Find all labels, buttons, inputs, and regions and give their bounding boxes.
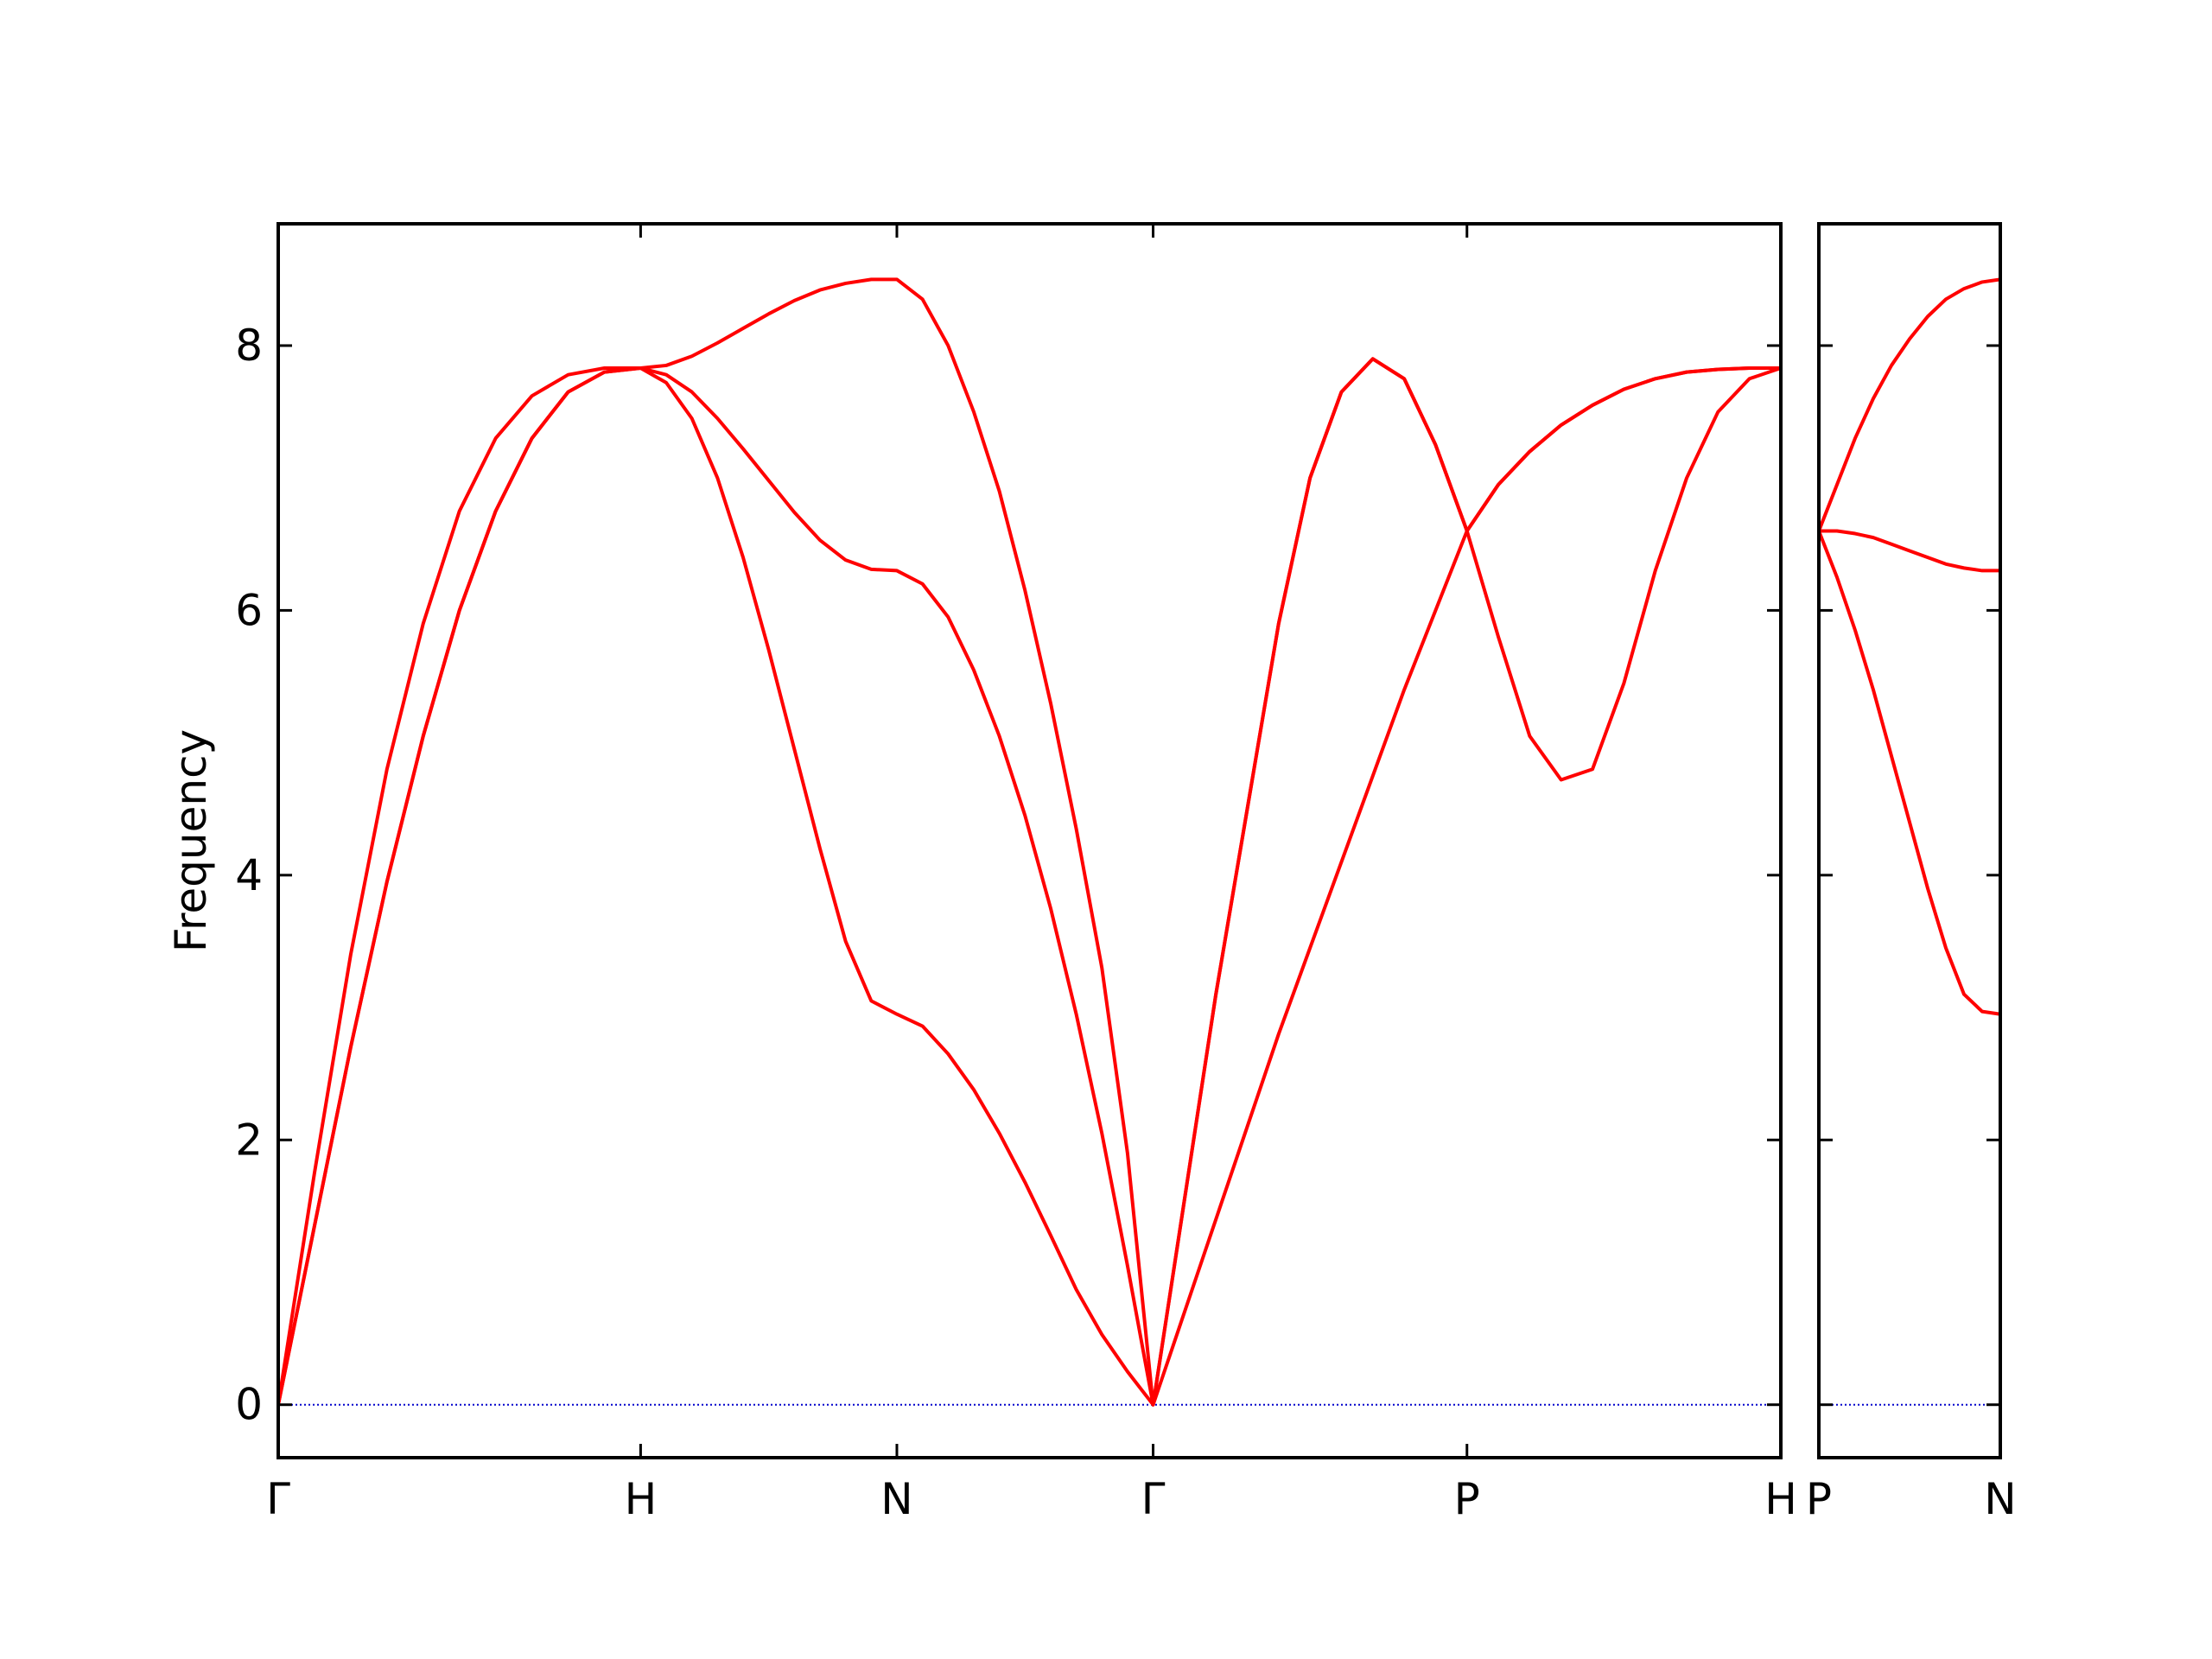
y-tick-label: 6 bbox=[235, 585, 263, 635]
band-line bbox=[276, 277, 1783, 1407]
y-axis-label: Frequency bbox=[166, 729, 216, 952]
x-tick-label: H bbox=[1764, 1474, 1797, 1524]
x-tick-label: Γ bbox=[1141, 1474, 1166, 1524]
y-tick-label: 4 bbox=[235, 850, 263, 900]
band-line bbox=[1817, 529, 2002, 573]
band-line bbox=[1817, 277, 2002, 533]
x-tick-label: N bbox=[880, 1474, 912, 1524]
x-tick-label: H bbox=[625, 1474, 658, 1524]
y-tick-label: 8 bbox=[235, 321, 263, 371]
y-tick-label: 0 bbox=[235, 1380, 263, 1430]
axes-frame bbox=[276, 222, 1783, 1459]
band-line bbox=[1817, 529, 2002, 1016]
x-tick-label: P bbox=[1806, 1474, 1832, 1524]
y-tick-label: 2 bbox=[235, 1115, 263, 1165]
axes-frame bbox=[1817, 222, 2002, 1459]
x-tick-label: N bbox=[1984, 1474, 2016, 1524]
x-tick-label: Γ bbox=[266, 1474, 290, 1524]
x-tick-label: P bbox=[1454, 1474, 1480, 1524]
